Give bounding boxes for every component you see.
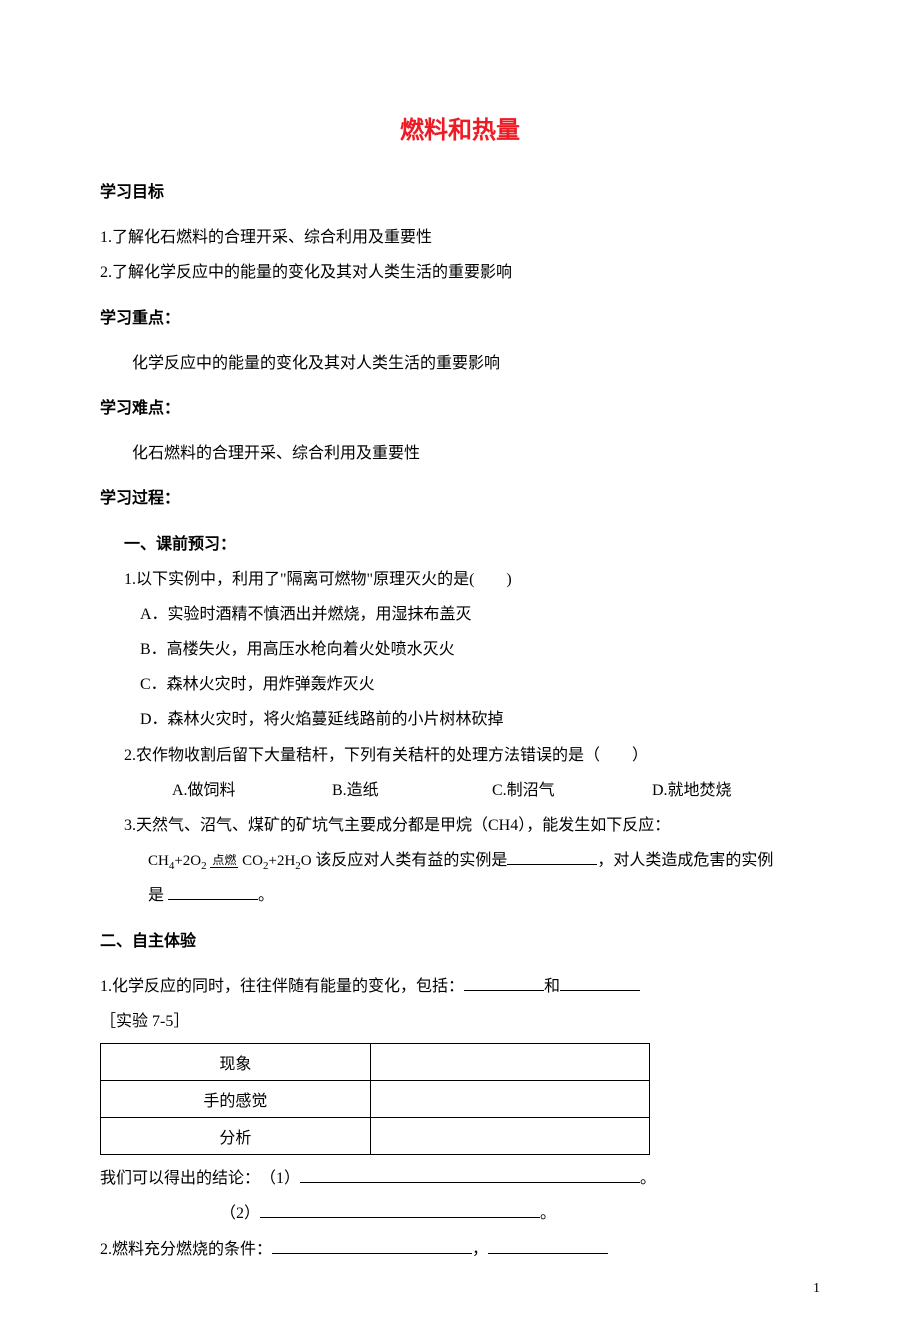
- cell-phenomenon-value[interactable]: [370, 1044, 649, 1081]
- s2-q1: 1.化学反应的同时，往往伴随有能量的变化，包括： 和: [100, 969, 820, 1004]
- conclusion-2-pre: （2）: [220, 1205, 260, 1222]
- blank-conclusion-2[interactable]: [260, 1201, 540, 1218]
- section2-heading: 二、自主体验: [100, 924, 820, 959]
- doc-title: 燃料和热量: [100, 110, 820, 145]
- goal-1: 1.了解化石燃料的合理开采、综合利用及重要性: [100, 220, 820, 255]
- q1-option-d: D．森林火灾时，将火焰蔓延线路前的小片树林砍掉: [100, 702, 820, 737]
- q3-stem: 3.天然气、沼气、煤矿的矿坑气主要成分都是甲烷（CH4），能发生如下反应：: [100, 808, 820, 843]
- q1-option-b: B．高楼失火，用高压水枪向着火处喷水灭火: [100, 632, 820, 667]
- difficult-body: 化石燃料的合理开采、综合利用及重要性: [100, 436, 820, 471]
- s2-q2: 2.燃料充分燃烧的条件： ，: [100, 1232, 820, 1267]
- conclusion-1-pre: 我们可以得出的结论： （1）: [100, 1170, 300, 1187]
- q3-line2: 是 。: [100, 878, 820, 913]
- difficult-heading: 学习难点：: [100, 391, 820, 426]
- blank-harm[interactable]: [168, 883, 258, 900]
- conclusion-1: 我们可以得出的结论： （1） 。: [100, 1161, 820, 1196]
- conclusion-2-end: 。: [540, 1205, 556, 1222]
- table-row: 现象: [101, 1044, 650, 1081]
- cell-feel-value[interactable]: [370, 1081, 649, 1118]
- f-ch: CH: [148, 853, 169, 869]
- page-number: 1: [813, 1281, 820, 1297]
- blank-energy-1[interactable]: [464, 974, 544, 991]
- chem-formula: CH4+2O2 点燃 CO2+2H2O: [148, 853, 315, 869]
- f-co: CO: [242, 853, 263, 869]
- blank-energy-2[interactable]: [560, 974, 640, 991]
- table-row: 手的感觉: [101, 1081, 650, 1118]
- blank-condition-2[interactable]: [488, 1237, 608, 1254]
- goals-heading: 学习目标: [100, 175, 820, 210]
- cell-feel-label: 手的感觉: [101, 1081, 371, 1118]
- reaction-condition: 点燃: [210, 853, 238, 868]
- s2-q2-a: 2.燃料充分燃烧的条件：: [100, 1241, 272, 1258]
- blank-conclusion-1[interactable]: [300, 1166, 640, 1183]
- cell-analysis-label: 分析: [101, 1118, 371, 1155]
- keypoint-heading: 学习重点：: [100, 301, 820, 336]
- q2-option-d: D.就地焚烧: [652, 773, 812, 808]
- page: 燃料和热量 学习目标 1.了解化石燃料的合理开采、综合利用及重要性 2.了解化学…: [0, 0, 920, 1327]
- cell-phenomenon-label: 现象: [101, 1044, 371, 1081]
- preclass-heading: 一、课前预习：: [100, 527, 820, 562]
- table-row: 分析: [101, 1118, 650, 1155]
- s2-q1-b: 和: [544, 978, 560, 995]
- q3-tail-1: 该反应对人类有益的实例是: [315, 852, 507, 869]
- f-plus-o2: +2O: [174, 853, 201, 869]
- q2-options: A.做饲料 B.造纸 C.制沼气 D.就地焚烧: [100, 773, 820, 808]
- q1-stem: 1.以下实例中，利用了"隔离可燃物"原理灭火的是( ): [100, 562, 820, 597]
- f-o: O: [301, 853, 312, 869]
- keypoint-body: 化学反应中的能量的变化及其对人类生活的重要影响: [100, 346, 820, 381]
- blank-benefit[interactable]: [507, 848, 597, 865]
- q2-option-b: B.造纸: [332, 773, 492, 808]
- cell-analysis-value[interactable]: [370, 1118, 649, 1155]
- q3-tail-3: 是: [148, 887, 168, 904]
- q2-option-a: A.做饲料: [172, 773, 332, 808]
- blank-condition-1[interactable]: [272, 1237, 472, 1254]
- q3-tail-4: 。: [258, 887, 274, 904]
- conclusion-1-end: 。: [640, 1170, 656, 1187]
- q1-option-a: A．实验时酒精不慎洒出并燃烧，用湿抹布盖灭: [100, 597, 820, 632]
- experiment-label: ［实验 7-5］: [100, 1004, 820, 1039]
- q3-formula-line: CH4+2O2 点燃 CO2+2H2O 该反应对人类有益的实例是，对人类造成危害…: [100, 843, 820, 878]
- conclusion-2: （2） 。: [100, 1196, 820, 1231]
- f-plus-h2: +2H: [269, 853, 296, 869]
- s2-q1-a: 1.化学反应的同时，往往伴随有能量的变化，包括：: [100, 978, 464, 995]
- f-sub2: 2: [201, 860, 207, 872]
- goal-2: 2.了解化学反应中的能量的变化及其对人类生活的重要影响: [100, 255, 820, 290]
- q2-stem: 2.农作物收割后留下大量秸杆，下列有关秸杆的处理方法错误的是（ ）: [100, 738, 820, 773]
- process-heading: 学习过程：: [100, 481, 820, 516]
- q2-option-c: C.制沼气: [492, 773, 652, 808]
- experiment-table: 现象 手的感觉 分析: [100, 1043, 650, 1155]
- q1-option-c: C．森林火灾时，用炸弹轰炸灭火: [100, 667, 820, 702]
- reaction-arrow: 点燃: [210, 847, 238, 873]
- q3-tail-2: ，对人类造成危害的实例: [597, 852, 773, 869]
- s2-q2-b: ，: [472, 1241, 488, 1258]
